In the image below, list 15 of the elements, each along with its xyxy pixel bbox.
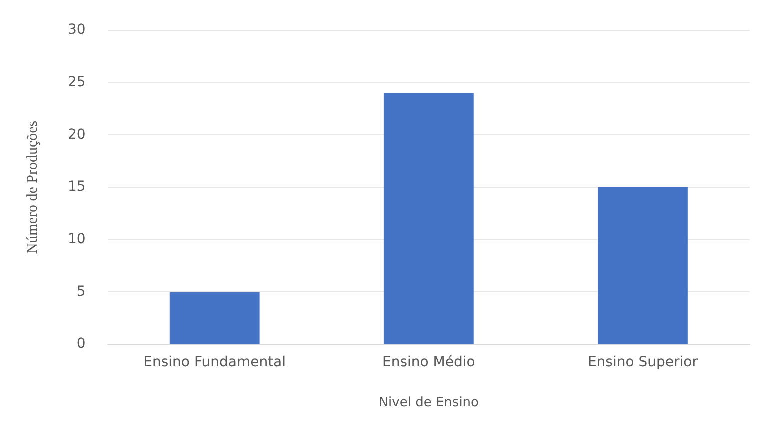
bar (384, 93, 474, 344)
x-tick-label: Ensino Médio (382, 354, 476, 371)
x-tick-label: Ensino Superior (588, 354, 698, 371)
y-tick-label: 15 (68, 179, 86, 196)
y-tick-label: 20 (68, 126, 86, 143)
bar (170, 292, 260, 344)
y-tick-label: 5 (76, 284, 86, 300)
x-tick-label: Ensino Fundamental (144, 354, 286, 371)
bar (598, 188, 688, 344)
y-tick-label: 0 (76, 336, 86, 352)
y-tick-label: 10 (68, 232, 86, 248)
x-axis-title: Nivel de Ensino (378, 396, 480, 411)
y-tick-label: 25 (68, 74, 86, 90)
y-tick-label: 30 (68, 22, 86, 38)
y-axis-title: Número de Produções (24, 120, 41, 254)
